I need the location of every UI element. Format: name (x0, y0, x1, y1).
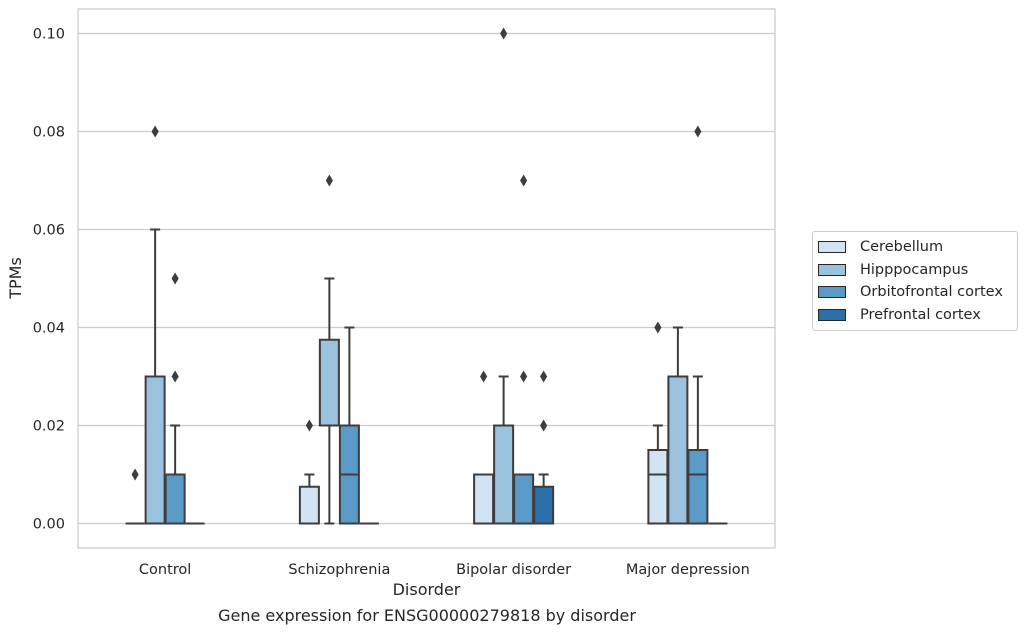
outlier-point (131, 468, 139, 481)
legend-swatch (818, 308, 846, 321)
box-1-1 (318, 174, 340, 525)
outlier-point (151, 125, 159, 138)
outlier-point (305, 419, 313, 432)
outlier-point (500, 27, 508, 40)
box-2-1 (493, 27, 515, 525)
box-body (298, 485, 320, 525)
box-1-0 (298, 419, 320, 525)
legend-label: Cerebellum (860, 239, 944, 256)
outlier-point (654, 321, 662, 334)
plot-frame (77, 8, 776, 549)
box-body (144, 375, 166, 525)
x-tick-label: Control (139, 562, 191, 578)
box-3-1 (667, 326, 689, 525)
box-0-0 (125, 468, 145, 525)
box-2-2 (513, 174, 535, 525)
box-1-2 (338, 326, 360, 525)
outlier-point (480, 370, 488, 383)
box-0-2 (164, 272, 186, 525)
box-body (318, 338, 340, 427)
outlier-point (540, 419, 548, 432)
outlier-point (520, 174, 528, 187)
box-2-0 (473, 370, 495, 525)
legend-label: Orbitofrontal cortex (860, 284, 1003, 301)
box-0-1 (144, 125, 166, 525)
legend-label: Hipppocampus (860, 261, 969, 278)
y-tick-label: 0.06 (33, 223, 65, 239)
boxes (125, 27, 728, 525)
legend-swatch (818, 263, 846, 276)
legend-swatch (818, 286, 846, 299)
outlier-point (540, 370, 548, 383)
legend: Cerebellum Hipppocampus Orbitofrontal cort… (812, 231, 1018, 331)
outlier-point (694, 125, 702, 138)
legend-item: Cerebellum (813, 236, 1017, 259)
box-body (164, 473, 186, 525)
box-body (493, 424, 515, 525)
y-tick-label: 0.10 (33, 27, 65, 43)
legend-swatch (818, 241, 846, 254)
legend-item: Hipppocampus (813, 259, 1017, 282)
y-axis-label: TPMs (6, 257, 25, 300)
box-2-3 (533, 370, 555, 525)
box-3-2 (687, 125, 709, 525)
box-3-0 (647, 321, 669, 525)
legend-item: Orbitofrontal cortex (813, 281, 1017, 304)
legend-label: Prefrontal cortex (860, 306, 981, 323)
x-tick-label: Bipolar disorder (456, 562, 571, 578)
box-body (687, 449, 709, 525)
y-tick-label: 0.00 (33, 517, 65, 533)
x-tick-label: Schizophrenia (288, 562, 390, 578)
box-body (647, 449, 669, 525)
y-tick-label: 0.04 (33, 321, 65, 337)
box-body (667, 375, 689, 525)
outlier-point (325, 174, 333, 187)
y-tick-label: 0.02 (33, 419, 65, 435)
outlier-point (520, 370, 528, 383)
y-tick-label: 0.08 (33, 125, 65, 141)
box-body (513, 473, 535, 525)
legend-item: Prefrontal cortex (813, 304, 1017, 327)
tick-labels: 0.00 0.02 0.04 0.06 0.08 0.10 Control Schizophr… (33, 27, 750, 579)
box-body (473, 473, 495, 525)
outlier-point (171, 272, 179, 285)
box-body (533, 485, 555, 525)
x-axis-label: Disorder (393, 580, 461, 599)
figure-caption: Gene expression for ENSG00000279818 by d… (218, 606, 636, 625)
outlier-point (171, 370, 179, 383)
x-tick-label: Major depression (626, 562, 750, 578)
